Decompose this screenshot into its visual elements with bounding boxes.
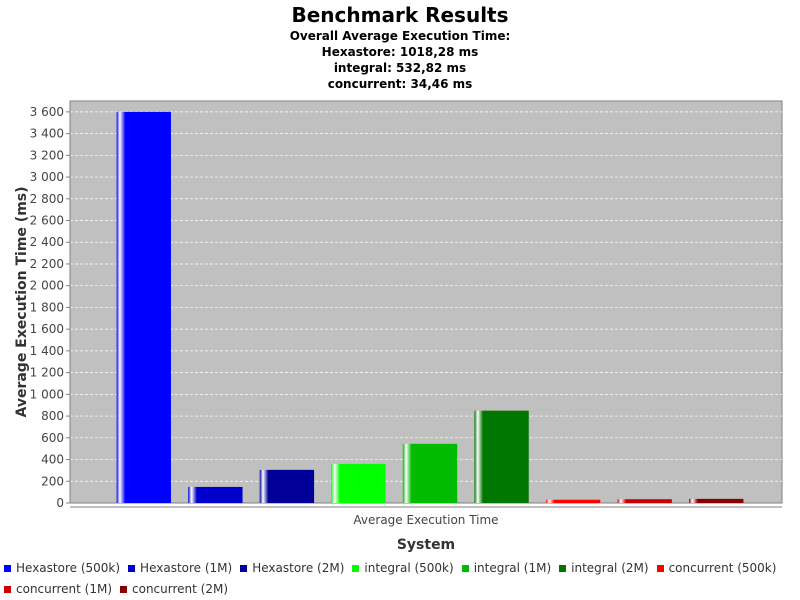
legend-label: integral (500k)	[364, 561, 454, 575]
legend-swatch	[128, 564, 136, 572]
legend-swatch	[352, 564, 360, 572]
bar-chart: 0 200 400 600 800 1 000 1 200 1 400 1 600 1 800 2 …	[14, 100, 783, 553]
y-axis-label: Average Execution Time (ms)	[14, 186, 30, 417]
chart-subtitle-line-4: concurrent: 34,46 ms	[327, 77, 473, 91]
legend-item: concurrent (1M)	[4, 581, 112, 597]
legend-item: integral (2M)	[559, 560, 649, 576]
x-axis-label: System	[397, 537, 455, 553]
y-tick-label: 400	[41, 453, 64, 467]
chart-subtitle-line-2: Hexastore: 1018,28 ms	[321, 45, 479, 59]
bar-concurrent-1m	[617, 499, 672, 503]
legend-swatch	[120, 585, 127, 593]
legend-swatch	[4, 585, 11, 593]
bars	[116, 111, 744, 503]
bar-hexastore-500k	[116, 111, 171, 503]
y-tick-label: 3 400	[30, 127, 64, 141]
y-tick-label: 1 800	[30, 300, 64, 314]
legend-item: concurrent (500k)	[656, 560, 777, 576]
legend-swatch	[559, 564, 567, 572]
bar-concurrent-500k	[545, 499, 601, 503]
legend-swatch	[656, 564, 664, 572]
legend-label: Hexastore (1M)	[140, 561, 233, 575]
y-tick-label: 2 400	[30, 235, 64, 249]
plot-area	[69, 100, 783, 504]
legend-label: Hexastore (2M)	[252, 561, 345, 575]
legend-label: concurrent (1M)	[16, 582, 112, 596]
chart-subtitle-line-3: integral: 532,82 ms	[333, 61, 467, 75]
y-tick-label: 1 000	[30, 387, 64, 401]
legend-swatch	[240, 564, 248, 572]
legend-swatch	[461, 564, 469, 572]
y-tick-label: 2 600	[30, 214, 64, 228]
legend-swatch	[4, 564, 11, 572]
y-tick-label: 0	[56, 496, 64, 510]
legend-item: Hexastore (1M)	[128, 560, 232, 576]
chart-title: Benchmark Results	[291, 3, 509, 27]
legend-item: Hexastore (500k)	[4, 560, 120, 576]
y-tick-label: 1 400	[30, 344, 64, 358]
y-tick-label: 200	[41, 474, 64, 488]
chart-legend: Hexastore (500k) Hexastore (1M) Hexastore …	[4, 560, 794, 597]
bar-integral-2m	[474, 410, 529, 503]
chart-subtitle-line-1: Overall Average Execution Time:	[289, 29, 511, 43]
legend-item: Hexastore (2M)	[240, 560, 344, 576]
legend-label: Hexastore (500k)	[16, 561, 121, 575]
legend-label: integral (2M)	[571, 561, 649, 575]
y-tick-label: 3 600	[30, 105, 64, 119]
y-tick-label: 2 200	[30, 257, 64, 271]
legend-label: concurrent (500k)	[668, 561, 777, 575]
legend-item: concurrent (2M)	[120, 581, 228, 597]
y-tick-label: 2 000	[30, 279, 64, 293]
y-tick-label: 600	[41, 431, 64, 445]
legend-label: concurrent (2M)	[132, 582, 228, 596]
bar-hexastore-2m	[259, 469, 315, 503]
chart-header: Benchmark Results Overall Average Execut…	[0, 0, 800, 92]
y-tick-label: 1 600	[30, 322, 64, 336]
legend-label: integral (1M)	[473, 561, 552, 575]
y-tick-label: 3 000	[30, 170, 64, 184]
bar-integral-1m	[402, 443, 458, 503]
y-tick-label: 800	[41, 409, 64, 423]
y-tick-label: 2 800	[30, 192, 64, 206]
legend-item: integral (500k)	[352, 560, 454, 576]
legend-item: integral (1M)	[461, 560, 552, 576]
y-tick-label: 3 200	[30, 148, 64, 162]
bar-concurrent-2m	[689, 498, 744, 503]
y-tick-label: 1 200	[30, 366, 64, 380]
x-category-label: Average Execution Time	[353, 513, 498, 527]
bar-integral-500k	[331, 463, 386, 503]
bar-hexastore-1m	[188, 486, 243, 503]
axes: 0 200 400 600 800 1 000 1 200 1 400 1 600 1 800 2 …	[30, 101, 782, 510]
